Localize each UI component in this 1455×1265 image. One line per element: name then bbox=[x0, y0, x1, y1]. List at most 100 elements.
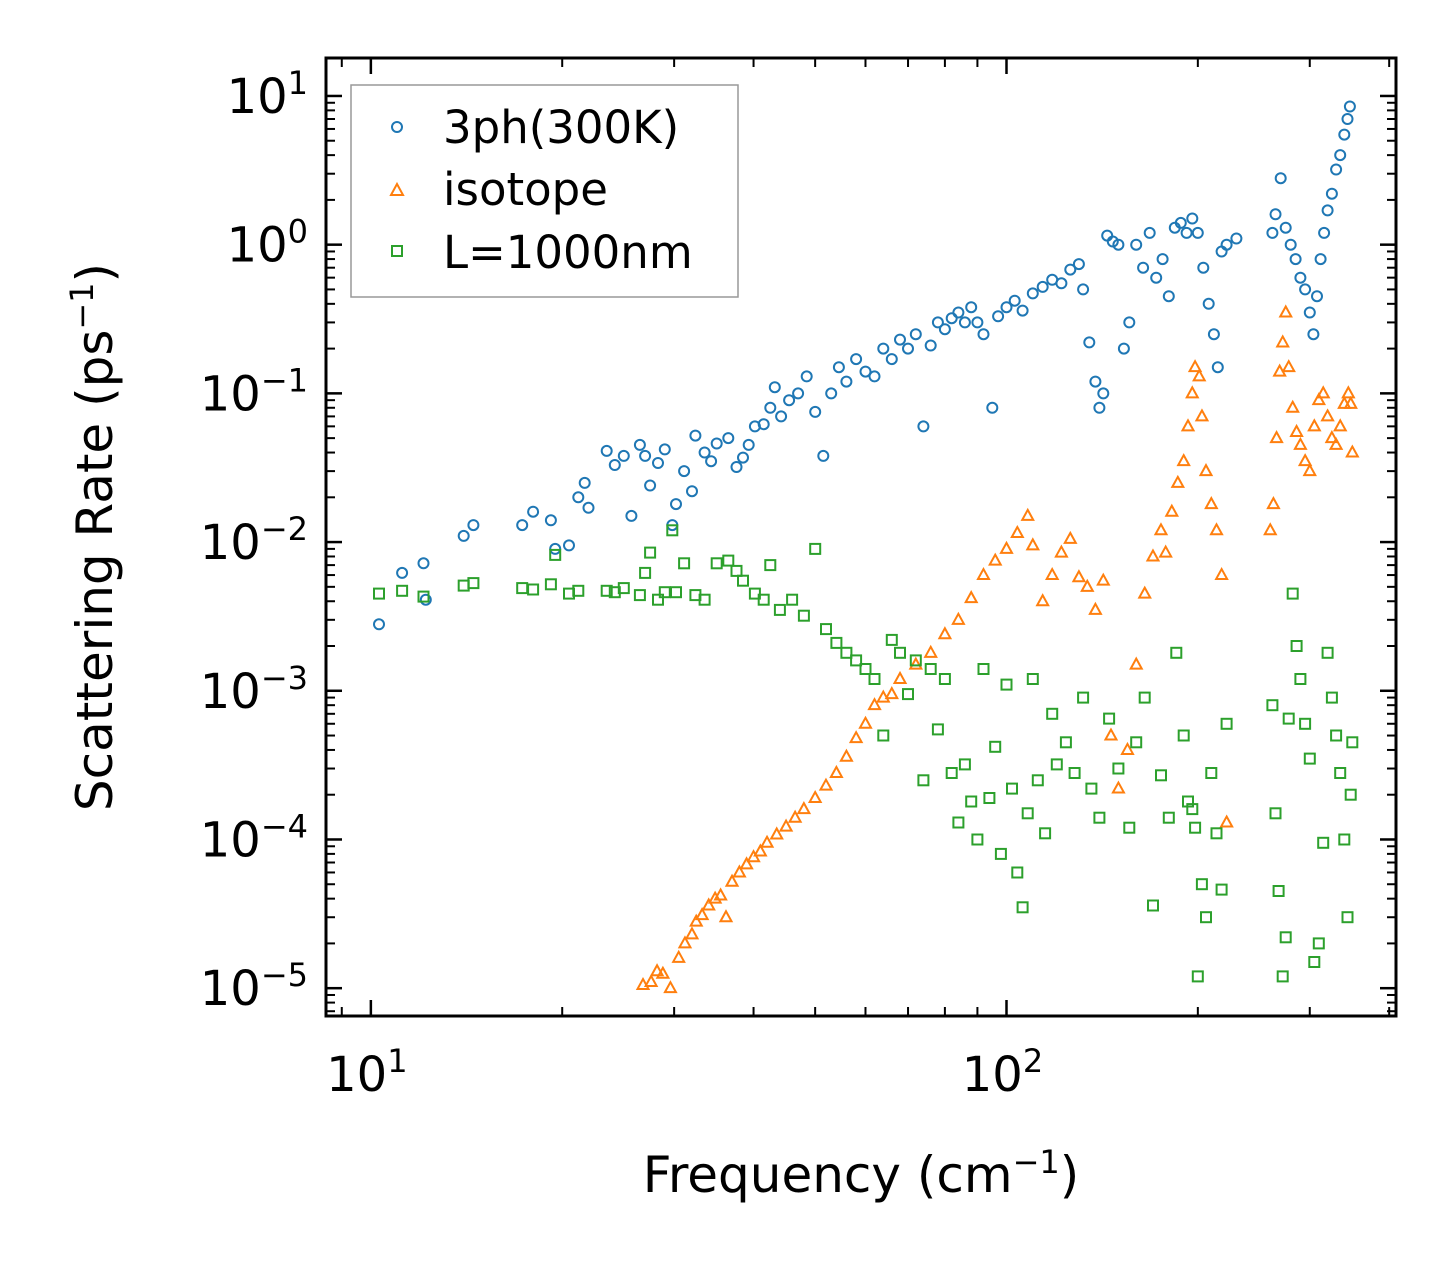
data-point bbox=[1341, 911, 1354, 924]
data-point bbox=[1111, 780, 1126, 794]
data-point bbox=[1147, 899, 1159, 912]
data-point bbox=[764, 559, 777, 572]
data-point bbox=[549, 548, 562, 561]
y-tick-label-exp: 1 bbox=[288, 64, 308, 102]
data-point bbox=[924, 339, 937, 352]
data-point bbox=[1207, 328, 1220, 341]
data-point bbox=[1039, 827, 1052, 840]
data-point bbox=[769, 826, 784, 840]
data-point bbox=[572, 584, 585, 597]
data-point bbox=[1137, 585, 1152, 599]
data-point bbox=[775, 410, 788, 423]
data-point bbox=[1303, 306, 1316, 319]
data-point bbox=[658, 443, 671, 456]
data-point bbox=[1334, 149, 1347, 162]
data-point bbox=[1054, 544, 1069, 558]
data-point bbox=[578, 476, 591, 489]
data-point bbox=[527, 583, 540, 596]
data-point bbox=[600, 584, 613, 597]
data-point bbox=[1209, 522, 1224, 536]
legend-label-isotope: isotope bbox=[443, 163, 608, 216]
data-point bbox=[1308, 956, 1321, 968]
data-point bbox=[931, 316, 944, 329]
data-point bbox=[655, 965, 671, 979]
y-tick-label-base: 10 bbox=[200, 812, 261, 868]
data-point bbox=[544, 578, 557, 591]
data-point bbox=[1220, 717, 1233, 730]
data-point bbox=[868, 673, 881, 685]
data-point bbox=[1330, 163, 1343, 176]
data-point bbox=[652, 593, 664, 606]
data-point bbox=[396, 566, 409, 579]
data-point bbox=[1334, 767, 1347, 779]
data-point bbox=[625, 509, 638, 522]
data-point bbox=[666, 524, 679, 537]
data-point bbox=[1177, 729, 1190, 742]
data-point bbox=[1000, 678, 1013, 691]
data-point bbox=[705, 455, 718, 468]
data-point bbox=[753, 843, 768, 857]
data-point bbox=[677, 935, 693, 949]
data-point bbox=[1080, 578, 1095, 592]
data-point bbox=[658, 586, 671, 599]
y-tick-label: 100 bbox=[227, 213, 308, 274]
data-point bbox=[1186, 212, 1199, 225]
data-point bbox=[457, 529, 470, 542]
data-point bbox=[1272, 885, 1285, 897]
data-point bbox=[671, 949, 686, 963]
data-point bbox=[951, 611, 966, 625]
x-tick-label-exp: 1 bbox=[387, 1042, 407, 1080]
data-point bbox=[817, 449, 830, 462]
data-point bbox=[931, 723, 944, 736]
data-point bbox=[1176, 453, 1191, 467]
data-point bbox=[1290, 640, 1303, 652]
data-point bbox=[989, 740, 1002, 753]
data-point bbox=[1068, 767, 1081, 779]
data-point bbox=[457, 579, 470, 592]
y-axis-label: Scattering Rate (ps−1) bbox=[63, 263, 124, 811]
data-point bbox=[1191, 970, 1204, 983]
data-point bbox=[1317, 836, 1330, 849]
legend-marker-3ph bbox=[391, 121, 403, 133]
data-point bbox=[902, 688, 914, 701]
data-point bbox=[917, 420, 930, 433]
data-point bbox=[1192, 368, 1207, 382]
data-point bbox=[1097, 387, 1110, 400]
data-point bbox=[958, 758, 971, 771]
data-point bbox=[1328, 436, 1344, 450]
data-point bbox=[1338, 833, 1351, 846]
data-point bbox=[1050, 758, 1063, 771]
data-point bbox=[1285, 399, 1300, 413]
series-isotope bbox=[635, 304, 1360, 994]
data-point bbox=[976, 566, 991, 581]
data-point bbox=[689, 429, 702, 442]
x-axis-label-main: Frequency (cm bbox=[643, 1146, 1013, 1204]
data-point bbox=[1194, 408, 1210, 422]
data-point bbox=[1026, 287, 1039, 300]
data-point bbox=[694, 907, 710, 921]
data-point bbox=[965, 301, 978, 314]
data-point bbox=[945, 312, 958, 325]
data-point bbox=[1230, 232, 1243, 245]
data-point bbox=[1302, 463, 1317, 477]
data-point bbox=[778, 818, 794, 832]
data-point bbox=[1008, 294, 1021, 307]
data-point bbox=[1311, 392, 1327, 406]
data-point bbox=[1137, 261, 1150, 274]
data-point bbox=[396, 584, 409, 597]
data-point bbox=[783, 394, 796, 407]
data-point bbox=[832, 361, 845, 374]
data-point bbox=[730, 461, 743, 473]
data-point bbox=[1155, 769, 1167, 782]
data-point bbox=[999, 540, 1014, 554]
data-point bbox=[894, 646, 906, 659]
data-point bbox=[737, 574, 749, 587]
data-point bbox=[1055, 277, 1068, 290]
data-point bbox=[868, 370, 881, 383]
data-point bbox=[701, 897, 716, 911]
data-point bbox=[1318, 226, 1331, 239]
data-point bbox=[1112, 238, 1125, 251]
data-point bbox=[1020, 507, 1035, 521]
